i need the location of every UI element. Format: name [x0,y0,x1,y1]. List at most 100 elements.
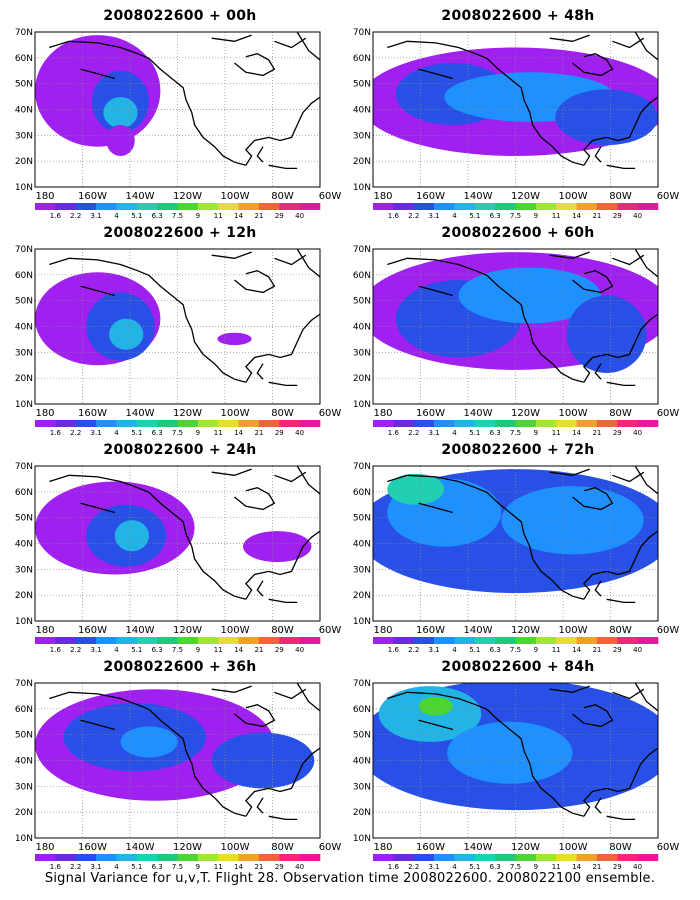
coastline [387,249,658,387]
colorbar-label: 7.5 [172,429,183,437]
colorbar-swatch [637,637,659,644]
colorbar-label: 5.1 [131,863,142,871]
colorbar-swatch [413,203,435,210]
colorbar-swatch [434,854,455,861]
lat-tick-label: 70N [353,462,371,472]
lon-tick-label: 100W [221,408,250,419]
colorbar-swatch [96,637,117,644]
colorbar-swatch [434,203,455,210]
colorbar-label: 9 [534,429,538,437]
lat-tick-label: 50N [353,731,371,741]
colorbar-label: 40 [633,429,642,437]
colorbar-label: 4 [452,646,457,654]
colorbar-label: 29 [275,429,284,437]
colorbar-label: 14 [234,863,243,871]
coastline-path [256,363,264,380]
lon-tick-label: 180 [373,408,392,419]
colorbar-label: 40 [633,646,642,654]
lat-tick-label: 40N [353,757,371,767]
colorbar-swatch [238,203,260,210]
lat-tick-label: 10N [15,400,33,410]
coastline [49,683,320,821]
lat-tick-label: 40N [15,757,33,767]
colorbar-label: 5.1 [131,646,142,654]
colorbar-label: 9 [534,863,538,871]
coastline-path [634,466,658,495]
colorbar-label: 11 [552,429,561,437]
panel-title: 2008022600 + 48h [441,8,595,24]
lon-tick-label: 120W [511,191,540,202]
panel-title: 2008022600 + 24h [103,442,257,458]
colorbar-label: 7.5 [172,863,183,871]
lon-tick-label: 160W [416,191,445,202]
coastline-path [274,471,307,483]
colorbar-swatch [116,854,138,861]
coastline-path [583,313,658,383]
colorbar-label: 21 [592,212,601,220]
lat-tick-label: 50N [15,80,33,90]
colorbar-swatch [218,420,239,427]
colorbar-label: 29 [275,212,284,220]
colorbar-swatch [556,203,577,210]
colorbar-swatch [515,854,537,861]
colorbar-swatch [75,854,97,861]
variance-contour [114,520,149,552]
coastline-path [549,685,590,693]
map-frame [34,465,321,622]
lat-tick-label: 70N [15,28,33,38]
colorbar-swatch [373,637,394,644]
colorbar-label: 14 [234,429,243,437]
colorbar-label: 40 [295,212,304,220]
colorbar-swatch [218,203,239,210]
colorbar-label: 21 [254,863,263,871]
coastline-path [583,530,658,600]
lat-tick-label: 30N [353,348,371,358]
colorbar-swatch [299,854,321,861]
colorbar-label: 7.5 [510,646,521,654]
coastline-path [418,68,453,80]
colorbar-swatch [218,637,239,644]
lat-tick-label: 10N [353,834,371,844]
colorbar-label: 7.5 [510,863,521,871]
colorbar-label: 3.1 [429,212,440,220]
variance-contour [447,721,573,784]
lon-tick-label: 140W [126,408,155,419]
lon-tick-label: 140W [464,191,493,202]
colorbar-swatch [258,203,280,210]
colorbar-swatch [454,854,476,861]
lon-tick-label: 80W [271,625,294,636]
colorbar-label: 6.3 [490,212,501,220]
coastline-path [211,251,252,259]
coastline-path [594,797,602,814]
colorbar-label: 4 [114,863,119,871]
colorbar-label: 3.1 [429,863,440,871]
lat-tick-label: 30N [15,565,33,575]
lat-tick-label: 30N [15,782,33,792]
colorbar-swatch [454,203,476,210]
coastline-path [583,96,658,166]
colorbar-label: 11 [214,646,223,654]
coastline-path [418,719,453,731]
colorbar-swatch [197,203,219,210]
colorbar-label: 5.1 [469,429,480,437]
colorbar-swatch [116,420,138,427]
lat-tick-label: 60N [15,488,33,498]
variance-contour [106,125,135,156]
colorbar-swatch [373,854,394,861]
colorbar-swatch [393,420,415,427]
lat-tick-label: 40N [15,106,33,116]
map-panel-60h: 2008022600 + 60h 70N 60N 50N 40N 30N 20N 10N 18… [348,225,688,440]
lat-tick-label: 20N [15,374,33,384]
colorbar-swatch [279,854,300,861]
colorbar-swatch [515,637,537,644]
lon-tick-label: 180 [373,842,392,853]
colorbar-swatch [535,854,557,861]
colorbar-swatch [177,854,199,861]
coastline-path [549,34,590,42]
colorbar-swatch [157,637,178,644]
colorbar-label: 11 [214,212,223,220]
lat-tick-label: 60N [15,705,33,715]
coastline-path [387,40,585,166]
